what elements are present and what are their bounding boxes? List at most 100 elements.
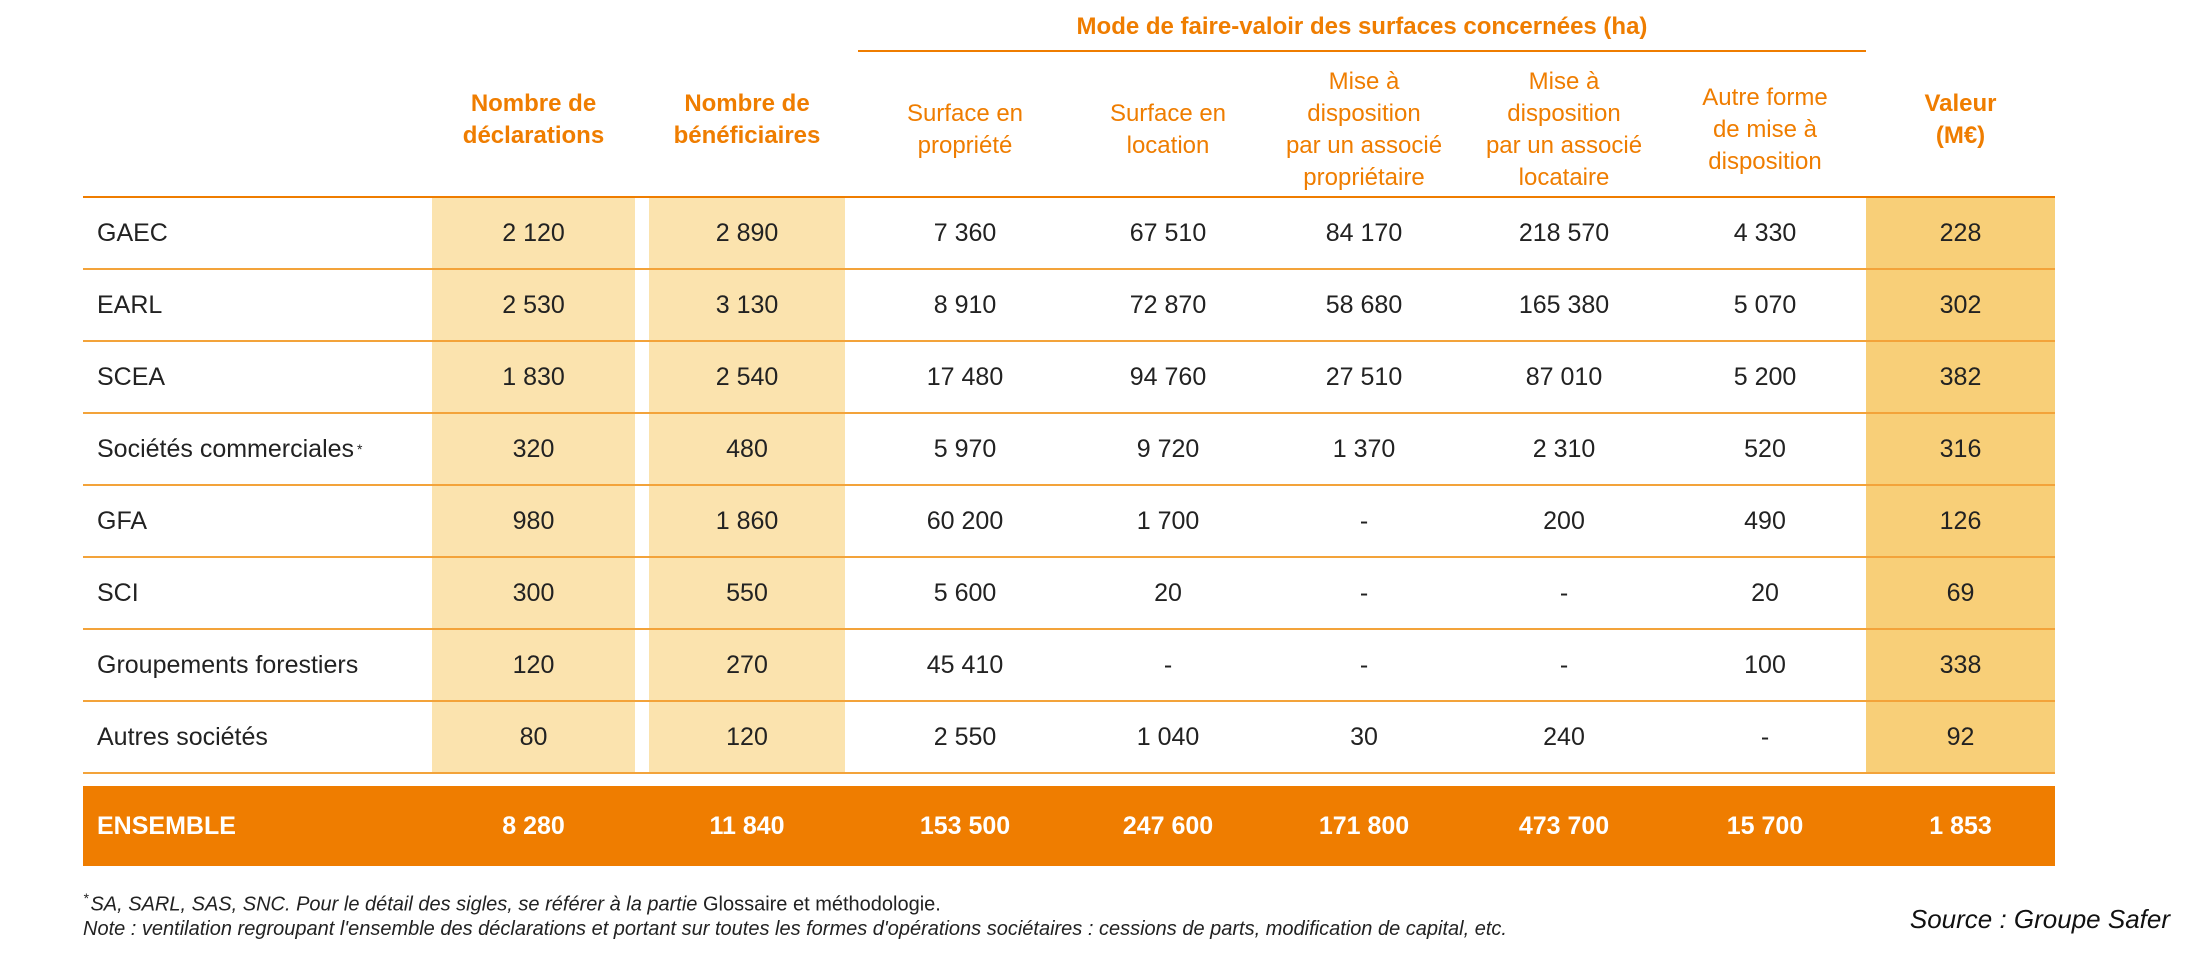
cell-surface-location: - — [1163, 650, 1173, 679]
cell-beneficiaires: 270 — [726, 650, 768, 679]
cell-declarations: 2 530 — [502, 290, 565, 319]
header-valeur: Valeur (M€) — [1924, 90, 1997, 149]
cell-surface-propriete: 5 600 — [933, 578, 997, 607]
cell-beneficiaires: 1 860 — [715, 506, 779, 535]
header-surface-location: Surface en location — [1109, 100, 1227, 159]
total-associe-locataire: 473 700 — [1518, 811, 1610, 840]
cell-surface-propriete: 60 200 — [926, 506, 1004, 535]
cell-autre-forme: 20 — [1751, 578, 1779, 607]
cell-associe-proprietaire: - — [1359, 578, 1369, 607]
table-row: SCEA 1 830 2 540 17 480 94 760 27 510 87 010 5 … — [0, 342, 2188, 414]
footnote-note: Note : ventilation regroupant l'ensemble… — [83, 918, 1507, 940]
row-label: Autres sociétés — [83, 702, 446, 772]
cell-surface-location: 9 720 — [1136, 434, 1200, 463]
header-associe-locataire: Mise à disposition par un associé locata… — [1485, 68, 1643, 191]
cell-surface-propriete: 5 970 — [933, 434, 997, 463]
cell-associe-locataire: 240 — [1543, 722, 1585, 751]
cell-surface-propriete: 7 360 — [933, 218, 997, 247]
footnote-sigles: * SA, SARL, SAS, SNC. Pour le détail des … — [83, 890, 941, 916]
cell-autre-forme: 490 — [1744, 506, 1786, 535]
cell-associe-locataire: 2 310 — [1532, 434, 1596, 463]
total-associe-proprietaire: 171 800 — [1318, 811, 1410, 840]
cell-surface-propriete: 45 410 — [926, 650, 1004, 679]
row-label: Sociétés commerciales * — [83, 414, 446, 484]
group-header-underline — [858, 50, 1866, 52]
total-row: ENSEMBLE 8 280 11 840 153 500 247 600 17… — [83, 786, 2055, 866]
cell-surface-propriete: 8 910 — [933, 290, 997, 319]
cell-autre-forme: 5 070 — [1733, 290, 1797, 319]
row-label: SCEA — [83, 342, 446, 412]
cell-declarations: 980 — [512, 506, 555, 535]
row-separator — [83, 772, 2055, 774]
row-label-text: Groupements forestiers — [97, 650, 359, 679]
table-row: Autres sociétés 80 120 2 550 1 040 30 240 - 92 — [0, 702, 2188, 774]
cell-valeur: 228 — [1939, 218, 1982, 247]
cell-associe-locataire: 87 010 — [1525, 362, 1603, 391]
table-row: SCI 300 550 5 600 20 - - 20 69 — [0, 558, 2188, 630]
row-label-text: GFA — [97, 506, 148, 535]
row-label-text: EARL — [97, 290, 163, 319]
cell-surface-location: 67 510 — [1129, 218, 1207, 247]
cell-autre-forme: 5 200 — [1733, 362, 1797, 391]
row-label: Groupements forestiers — [83, 630, 446, 700]
cell-associe-locataire: 218 570 — [1518, 218, 1610, 247]
cell-surface-propriete: 2 550 — [933, 722, 997, 751]
row-separator — [83, 556, 2055, 558]
cell-beneficiaires: 550 — [726, 578, 768, 607]
table-row: EARL 2 530 3 130 8 910 72 870 58 680 165 380 5 … — [0, 270, 2188, 342]
cell-autre-forme: 4 330 — [1733, 218, 1797, 247]
cell-valeur: 316 — [1939, 434, 1982, 463]
cell-declarations: 2 120 — [502, 218, 565, 247]
cell-associe-proprietaire: 84 170 — [1325, 218, 1403, 247]
row-label-text: SCI — [97, 578, 139, 607]
cell-beneficiaires: 480 — [726, 434, 768, 463]
total-beneficiaires: 11 840 — [709, 811, 785, 840]
row-separator — [83, 412, 2055, 414]
row-label-text: GAEC — [97, 218, 168, 247]
header-surface-propriete: Surface en propriété — [906, 100, 1024, 159]
header-declarations: Nombre de déclarations — [462, 90, 605, 149]
footnote-marker: * — [357, 441, 363, 457]
table-row: Groupements forestiers 120 270 45 410 - - - 100… — [0, 630, 2188, 702]
cell-autre-forme: 100 — [1744, 650, 1786, 679]
row-separator — [83, 268, 2055, 270]
cell-associe-proprietaire: 30 — [1350, 722, 1378, 751]
cell-surface-location: 1 700 — [1136, 506, 1200, 535]
header-beneficiaires: Nombre de bénéficiaires — [673, 90, 821, 149]
cell-beneficiaires: 3 130 — [715, 290, 779, 319]
cell-associe-locataire: 200 — [1543, 506, 1585, 535]
cell-associe-proprietaire: 1 370 — [1332, 434, 1396, 463]
cell-autre-forme: - — [1760, 722, 1770, 751]
row-label-text: SCEA — [97, 362, 166, 391]
group-header-title: Mode de faire-valoir des surfaces concer… — [1076, 13, 1648, 40]
cell-valeur: 302 — [1939, 290, 1982, 319]
cell-associe-proprietaire: 27 510 — [1325, 362, 1403, 391]
cell-associe-proprietaire: 58 680 — [1325, 290, 1403, 319]
cell-associe-locataire: - — [1559, 578, 1569, 607]
cell-surface-propriete: 17 480 — [926, 362, 1004, 391]
row-label: GFA — [83, 486, 446, 556]
header-autre-forme: Autre forme de mise à disposition — [1702, 84, 1828, 175]
total-valeur: 1 853 — [1929, 811, 1992, 840]
cell-declarations: 300 — [512, 578, 555, 607]
row-label: EARL — [83, 270, 446, 340]
row-label-text: Sociétés commerciales — [97, 434, 355, 463]
total-declarations: 8 280 — [502, 811, 565, 840]
row-label-text: Autres sociétés — [97, 722, 268, 751]
cell-associe-locataire: - — [1559, 650, 1569, 679]
cell-associe-proprietaire: - — [1359, 650, 1369, 679]
cell-valeur: 126 — [1939, 506, 1982, 535]
cell-surface-location: 72 870 — [1129, 290, 1207, 319]
cell-declarations: 1 830 — [502, 362, 565, 391]
row-separator — [83, 484, 2055, 486]
cell-surface-location: 20 — [1154, 578, 1182, 607]
cell-beneficiaires: 120 — [726, 722, 768, 751]
header-associe-proprietaire: Mise à disposition par un associé propri… — [1285, 68, 1443, 191]
cell-declarations: 80 — [519, 722, 548, 751]
table-row: GFA 980 1 860 60 200 1 700 - 200 490 126 — [0, 486, 2188, 558]
row-label: SCI — [83, 558, 446, 628]
row-label: GAEC — [83, 198, 446, 268]
total-surface-propriete: 153 500 — [919, 811, 1011, 840]
cell-surface-location: 94 760 — [1129, 362, 1207, 391]
